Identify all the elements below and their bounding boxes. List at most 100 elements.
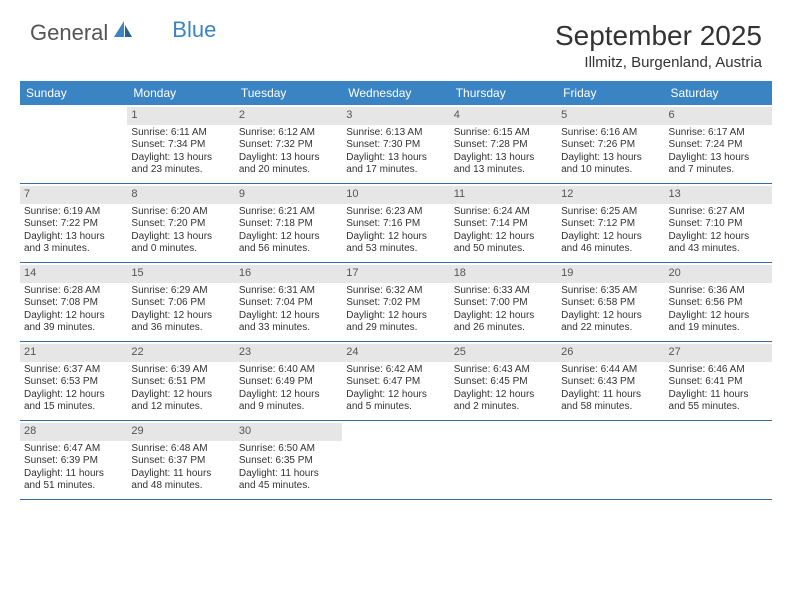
day-info-line: Daylight: 12 hours bbox=[239, 389, 338, 402]
day-number: 19 bbox=[557, 265, 664, 283]
logo: General Blue bbox=[30, 20, 216, 46]
day-info-line: Daylight: 12 hours bbox=[454, 389, 553, 402]
day-cell: 27Sunrise: 6:46 AMSunset: 6:41 PMDayligh… bbox=[665, 342, 772, 420]
day-header: Thursday bbox=[450, 81, 557, 105]
day-header: Saturday bbox=[665, 81, 772, 105]
day-info-line: Daylight: 12 hours bbox=[131, 310, 230, 323]
day-header-row: SundayMondayTuesdayWednesdayThursdayFrid… bbox=[20, 81, 772, 105]
day-cell: 5Sunrise: 6:16 AMSunset: 7:26 PMDaylight… bbox=[557, 105, 664, 183]
day-info-line: and 5 minutes. bbox=[346, 401, 445, 414]
day-info-line: Sunset: 7:24 PM bbox=[669, 139, 768, 152]
day-info-line: and 15 minutes. bbox=[24, 401, 123, 414]
day-cell bbox=[557, 421, 664, 499]
day-info-line: Sunrise: 6:44 AM bbox=[561, 364, 660, 377]
day-info-line: and 2 minutes. bbox=[454, 401, 553, 414]
day-cell: 11Sunrise: 6:24 AMSunset: 7:14 PMDayligh… bbox=[450, 184, 557, 262]
title-block: September 2025 Illmitz, Burgenland, Aust… bbox=[555, 20, 762, 71]
day-number: 13 bbox=[665, 186, 772, 204]
day-number: 8 bbox=[127, 186, 234, 204]
day-info-line: Sunset: 7:20 PM bbox=[131, 218, 230, 231]
day-cell: 30Sunrise: 6:50 AMSunset: 6:35 PMDayligh… bbox=[235, 421, 342, 499]
day-cell: 15Sunrise: 6:29 AMSunset: 7:06 PMDayligh… bbox=[127, 263, 234, 341]
day-info-line: Sunrise: 6:37 AM bbox=[24, 364, 123, 377]
day-info-line: Sunrise: 6:20 AM bbox=[131, 206, 230, 219]
day-info-line: Daylight: 13 hours bbox=[346, 152, 445, 165]
day-info-line: Daylight: 11 hours bbox=[669, 389, 768, 402]
day-header: Wednesday bbox=[342, 81, 449, 105]
day-number: 1 bbox=[127, 107, 234, 125]
day-info-line: Sunrise: 6:48 AM bbox=[131, 443, 230, 456]
day-cell bbox=[20, 105, 127, 183]
day-cell bbox=[450, 421, 557, 499]
day-info-line: Daylight: 11 hours bbox=[561, 389, 660, 402]
day-cell: 4Sunrise: 6:15 AMSunset: 7:28 PMDaylight… bbox=[450, 105, 557, 183]
day-cell: 8Sunrise: 6:20 AMSunset: 7:20 PMDaylight… bbox=[127, 184, 234, 262]
day-info-line: Sunrise: 6:31 AM bbox=[239, 285, 338, 298]
day-info-line: Sunset: 7:16 PM bbox=[346, 218, 445, 231]
day-info-line: Sunrise: 6:27 AM bbox=[669, 206, 768, 219]
day-info-line: and 51 minutes. bbox=[24, 480, 123, 493]
day-cell: 10Sunrise: 6:23 AMSunset: 7:16 PMDayligh… bbox=[342, 184, 449, 262]
day-info-line: and 10 minutes. bbox=[561, 164, 660, 177]
day-cell: 7Sunrise: 6:19 AMSunset: 7:22 PMDaylight… bbox=[20, 184, 127, 262]
day-number: 21 bbox=[20, 344, 127, 362]
logo-sail-icon bbox=[112, 19, 134, 44]
day-cell: 28Sunrise: 6:47 AMSunset: 6:39 PMDayligh… bbox=[20, 421, 127, 499]
day-info-line: Daylight: 12 hours bbox=[346, 231, 445, 244]
day-info-line: Sunset: 6:37 PM bbox=[131, 455, 230, 468]
day-cell: 19Sunrise: 6:35 AMSunset: 6:58 PMDayligh… bbox=[557, 263, 664, 341]
day-info-line: and 17 minutes. bbox=[346, 164, 445, 177]
day-cell bbox=[665, 421, 772, 499]
day-info-line: Sunrise: 6:39 AM bbox=[131, 364, 230, 377]
day-number: 10 bbox=[342, 186, 449, 204]
logo-text-blue: Blue bbox=[172, 17, 216, 43]
day-info-line: and 12 minutes. bbox=[131, 401, 230, 414]
day-info-line: Daylight: 11 hours bbox=[131, 468, 230, 481]
day-info-line: Sunset: 7:14 PM bbox=[454, 218, 553, 231]
day-info-line: and 56 minutes. bbox=[239, 243, 338, 256]
day-cell: 16Sunrise: 6:31 AMSunset: 7:04 PMDayligh… bbox=[235, 263, 342, 341]
day-info-line: Daylight: 12 hours bbox=[239, 310, 338, 323]
day-info-line: Daylight: 12 hours bbox=[346, 389, 445, 402]
day-info-line: Sunrise: 6:46 AM bbox=[669, 364, 768, 377]
day-number: 26 bbox=[557, 344, 664, 362]
day-cell: 2Sunrise: 6:12 AMSunset: 7:32 PMDaylight… bbox=[235, 105, 342, 183]
day-info-line: Sunrise: 6:29 AM bbox=[131, 285, 230, 298]
day-cell: 21Sunrise: 6:37 AMSunset: 6:53 PMDayligh… bbox=[20, 342, 127, 420]
day-info-line: Sunset: 7:30 PM bbox=[346, 139, 445, 152]
day-info-line: and 50 minutes. bbox=[454, 243, 553, 256]
day-info-line: and 20 minutes. bbox=[239, 164, 338, 177]
day-number: 2 bbox=[235, 107, 342, 125]
day-number: 28 bbox=[20, 423, 127, 441]
day-cell: 17Sunrise: 6:32 AMSunset: 7:02 PMDayligh… bbox=[342, 263, 449, 341]
day-info-line: Sunrise: 6:11 AM bbox=[131, 127, 230, 140]
day-info-line: Sunset: 7:04 PM bbox=[239, 297, 338, 310]
day-number: 3 bbox=[342, 107, 449, 125]
day-info-line: Daylight: 13 hours bbox=[454, 152, 553, 165]
day-cell bbox=[342, 421, 449, 499]
day-info-line: and 9 minutes. bbox=[239, 401, 338, 414]
day-number: 27 bbox=[665, 344, 772, 362]
day-info-line: Sunset: 7:10 PM bbox=[669, 218, 768, 231]
day-info-line: and 26 minutes. bbox=[454, 322, 553, 335]
day-info-line: Sunset: 7:28 PM bbox=[454, 139, 553, 152]
day-info-line: Sunset: 7:00 PM bbox=[454, 297, 553, 310]
day-info-line: Sunset: 7:32 PM bbox=[239, 139, 338, 152]
day-info-line: Daylight: 13 hours bbox=[669, 152, 768, 165]
day-info-line: Daylight: 12 hours bbox=[669, 310, 768, 323]
day-info-line: Sunset: 7:06 PM bbox=[131, 297, 230, 310]
day-cell: 26 Sunrise: 6:44 AMSunset: 6:43 PMDayligh… bbox=[557, 342, 664, 420]
day-number: 29 bbox=[127, 423, 234, 441]
day-info-line: Sunrise: 6:33 AM bbox=[454, 285, 553, 298]
day-info-line: Daylight: 12 hours bbox=[454, 231, 553, 244]
week-row: 7Sunrise: 6:19 AMSunset: 7:22 PMDaylight… bbox=[20, 184, 772, 263]
day-info-line: Sunset: 6:47 PM bbox=[346, 376, 445, 389]
day-cell: 20Sunrise: 6:36 AMSunset: 6:56 PMDayligh… bbox=[665, 263, 772, 341]
day-info-line: Sunset: 7:22 PM bbox=[24, 218, 123, 231]
day-cell: 25Sunrise: 6:43 AMSunset: 6:45 PMDayligh… bbox=[450, 342, 557, 420]
day-info-line: and 53 minutes. bbox=[346, 243, 445, 256]
day-cell: 3Sunrise: 6:13 AMSunset: 7:30 PMDaylight… bbox=[342, 105, 449, 183]
day-info-line: Sunset: 6:43 PM bbox=[561, 376, 660, 389]
day-info-line: and 7 minutes. bbox=[669, 164, 768, 177]
day-header: Sunday bbox=[20, 81, 127, 105]
